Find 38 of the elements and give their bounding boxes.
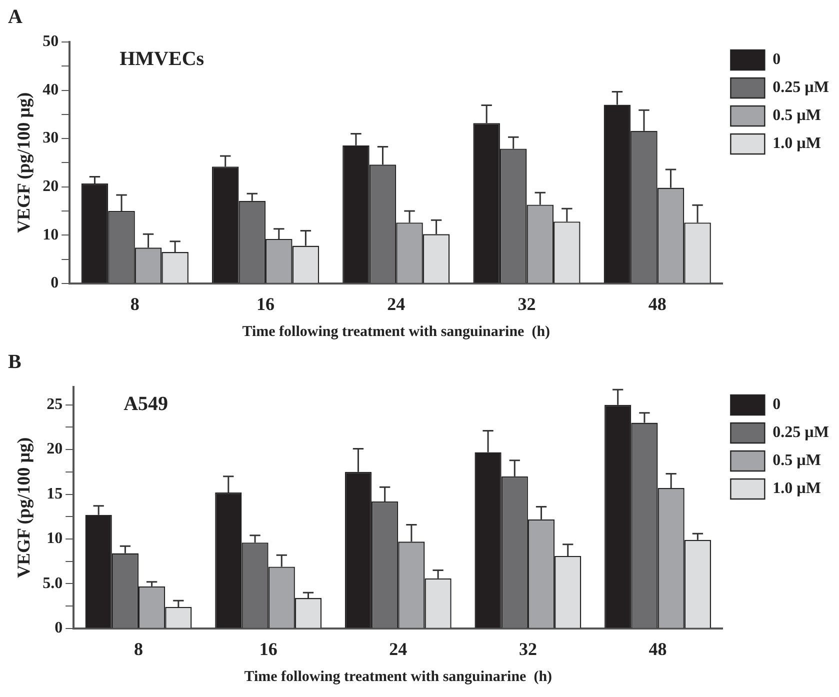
legend-label: 1.0 µM: [772, 480, 822, 498]
y-tick-label: 10: [42, 226, 59, 244]
x-tick-label: 48: [648, 294, 666, 314]
legend-label: 0.25 µM: [772, 79, 830, 96]
x-tick-label: 32: [518, 294, 536, 314]
y-tick-label: 25: [46, 396, 63, 414]
y-tick-label: 10: [46, 530, 63, 548]
x-tick-label: 8: [130, 294, 140, 314]
y-tick-label: 20: [42, 178, 59, 195]
legend-label: 0: [772, 51, 781, 68]
y-tick-label: 50: [42, 33, 59, 50]
text: B: [8, 351, 22, 374]
x-tick-label: 8: [134, 638, 144, 659]
y-tick-label: 0: [50, 274, 59, 292]
x-tick-label: 32: [518, 638, 537, 659]
y-axis-title: VEGF (pg/100 µg): [13, 92, 34, 234]
x-tick-label: 16: [256, 294, 275, 314]
legend-label: 1.0 µM: [772, 135, 822, 152]
legend-label: 0.5 µM: [772, 452, 822, 470]
x-axis-title: Time following treatment with sanguinarine (h): [242, 324, 550, 340]
chart-title: HMVECs: [120, 48, 204, 70]
text: A: [8, 6, 23, 28]
y-tick-label: 0: [54, 620, 63, 637]
x-axis-title: Time following treatment with sanguinarine (h): [244, 668, 552, 685]
chart-title: A549: [124, 393, 168, 416]
x-tick-label: 16: [259, 638, 278, 659]
legend-label: 0.5 µM: [772, 107, 822, 124]
y-tick-label: 20: [46, 440, 63, 458]
y-tick-label: 40: [42, 81, 59, 98]
legend-label: 0: [772, 396, 781, 414]
x-tick-label: 48: [648, 638, 667, 659]
y-tick-label: 15: [46, 485, 63, 502]
y-tick-label: 5.0: [42, 574, 63, 592]
x-tick-label: 24: [389, 638, 408, 659]
x-tick-label: 24: [387, 294, 406, 314]
y-axis-title: VEGF (pg/100 µg): [13, 437, 34, 578]
legend-label: 0.25 µM: [772, 424, 830, 442]
y-tick-label: 30: [42, 130, 59, 147]
